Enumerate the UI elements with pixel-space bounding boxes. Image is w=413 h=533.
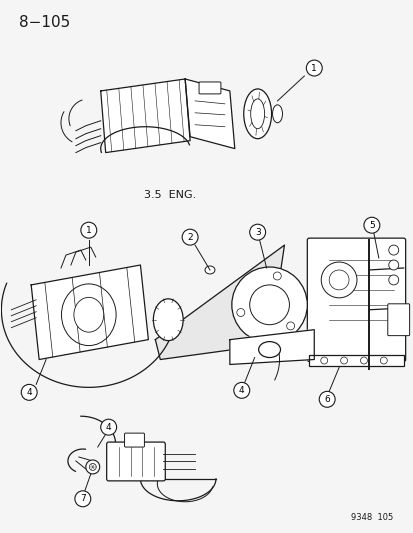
Circle shape — [75, 491, 90, 507]
Polygon shape — [100, 79, 190, 152]
Circle shape — [81, 222, 97, 238]
Circle shape — [249, 285, 289, 325]
Circle shape — [21, 384, 37, 400]
Circle shape — [231, 267, 306, 343]
Polygon shape — [31, 265, 148, 360]
Circle shape — [320, 262, 356, 298]
Circle shape — [182, 229, 197, 245]
Ellipse shape — [272, 105, 282, 123]
FancyBboxPatch shape — [107, 442, 165, 481]
Circle shape — [85, 460, 100, 474]
Text: 3: 3 — [254, 228, 260, 237]
Circle shape — [233, 382, 249, 398]
Circle shape — [236, 309, 244, 317]
Text: 2: 2 — [187, 232, 192, 241]
Circle shape — [273, 272, 280, 280]
Text: 4: 4 — [106, 423, 111, 432]
Circle shape — [306, 60, 321, 76]
Text: 9348  105: 9348 105 — [351, 513, 393, 522]
Circle shape — [388, 260, 398, 270]
FancyBboxPatch shape — [306, 238, 405, 361]
Ellipse shape — [243, 89, 271, 139]
Bar — [309, 354, 403, 367]
Text: 4: 4 — [26, 388, 32, 397]
Ellipse shape — [258, 342, 280, 358]
Polygon shape — [185, 79, 234, 149]
Text: 3.5  ENG.: 3.5 ENG. — [144, 190, 196, 200]
Ellipse shape — [204, 266, 214, 274]
Text: 1: 1 — [86, 225, 91, 235]
FancyBboxPatch shape — [387, 304, 408, 336]
Polygon shape — [229, 330, 313, 365]
Ellipse shape — [250, 99, 264, 129]
Circle shape — [388, 245, 398, 255]
Circle shape — [340, 357, 347, 364]
Text: 4: 4 — [238, 386, 244, 395]
Polygon shape — [155, 245, 284, 360]
Ellipse shape — [62, 284, 116, 345]
Text: 6: 6 — [323, 395, 329, 404]
Text: 7: 7 — [80, 494, 85, 503]
Ellipse shape — [74, 297, 103, 332]
Ellipse shape — [153, 299, 183, 341]
Circle shape — [100, 419, 116, 435]
Circle shape — [318, 391, 335, 407]
Circle shape — [89, 464, 96, 471]
Circle shape — [363, 217, 379, 233]
Circle shape — [249, 224, 265, 240]
Circle shape — [286, 322, 294, 330]
Text: 1: 1 — [311, 63, 316, 72]
FancyBboxPatch shape — [124, 433, 144, 447]
Text: 8−105: 8−105 — [19, 15, 70, 30]
Circle shape — [360, 357, 366, 364]
Circle shape — [388, 275, 398, 285]
Circle shape — [380, 357, 386, 364]
FancyBboxPatch shape — [199, 82, 221, 94]
Circle shape — [328, 270, 348, 290]
Text: 5: 5 — [368, 221, 374, 230]
Circle shape — [320, 357, 327, 364]
